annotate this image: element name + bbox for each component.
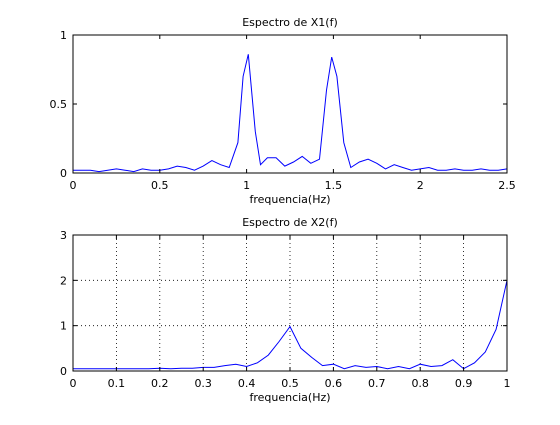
x-tick-label: 0.1 [108,377,126,390]
x-axis-label: frequencia(Hz) [249,391,330,404]
x-tick-label: 0.2 [151,377,169,390]
x-axis-label: frequencia(Hz) [249,193,330,206]
y-tick-label: 0.5 [50,98,68,111]
x-tick-label: 0 [70,179,77,192]
chart-title: Espectro de X1(f) [242,16,338,29]
y-tick-label: 0 [60,365,67,378]
x-tick-label: 0.5 [281,377,299,390]
x-tick-label: 0.7 [368,377,386,390]
y-tick-label: 3 [60,229,67,242]
x-tick-label: 0.5 [151,179,169,192]
subplot-x2-spectrum: 0 0.1 0.2 0.3 0.4 0.5 0.6 0.7 0.8 0.9 1 0 1 2 3 Espectr… [60,216,511,404]
x-tick-label: 0.3 [194,377,212,390]
x-tick-label: 1 [243,179,250,192]
x-tick-label: 2.5 [498,179,516,192]
x-tick-label: 0.4 [238,377,256,390]
x-tick-label: 0.9 [455,377,473,390]
plot-area [73,35,507,173]
y-tick-label: 1 [60,320,67,333]
x-tick-label: 2 [417,179,424,192]
x-tick-label: 0 [70,377,77,390]
chart-title: Espectro de X2(f) [242,216,338,229]
subplot-x1-spectrum: 0 0.5 1 1.5 2 2.5 0 0.5 1 Espectro de X1(f) freque… [50,16,516,206]
x-tick-label: 0.8 [411,377,429,390]
x-tick-label: 1 [504,377,511,390]
series-line [73,54,508,173]
x-tick-label: 0.6 [325,377,343,390]
x-tick-label: 1.5 [325,179,343,192]
y-tick-label: 1 [60,29,67,42]
y-tick-label: 0 [60,167,67,180]
y-tick-label: 2 [60,274,67,287]
series-line [73,280,508,370]
